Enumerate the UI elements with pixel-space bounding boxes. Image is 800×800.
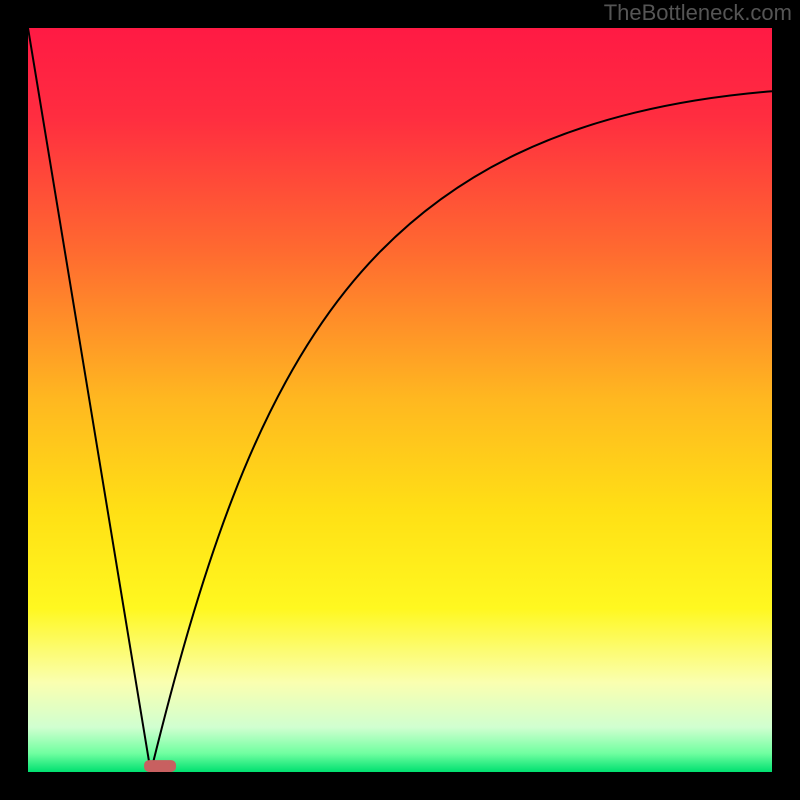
attribution-text: TheBottleneck.com — [604, 0, 792, 26]
bottleneck-chart — [0, 0, 800, 800]
chart-container: TheBottleneck.com — [0, 0, 800, 800]
